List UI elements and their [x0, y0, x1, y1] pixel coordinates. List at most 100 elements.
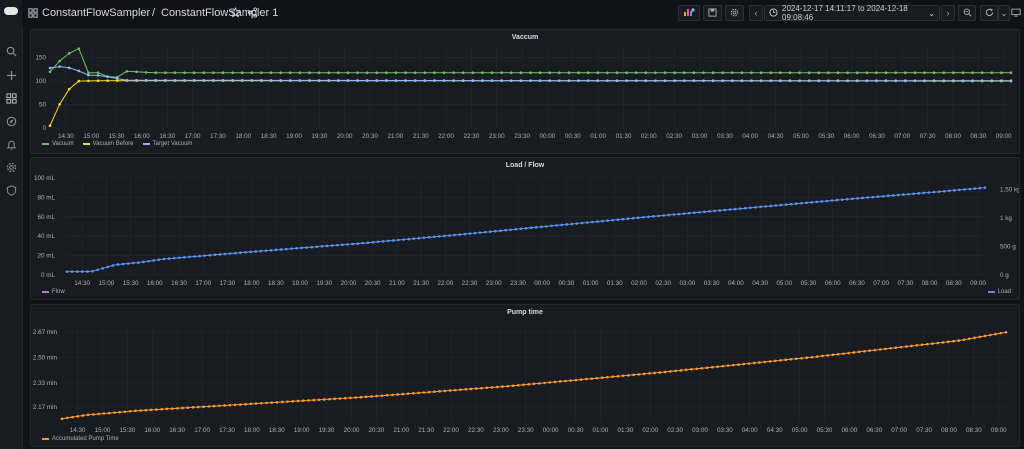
time-range-text: 2024-12-17 14:11:17 to 2024-12-18 09:08:… [782, 4, 908, 22]
vacuum-point [394, 71, 398, 75]
load-point [749, 206, 752, 210]
load-point [881, 194, 885, 198]
share-icon[interactable] [247, 7, 258, 21]
target-vacuum-point [663, 79, 667, 83]
load-flow-chart[interactable]: 0 mL 20 mL 40 mL 60 mL 80 mL 100 mL 0 g 500 g 1 … [31, 158, 1019, 299]
target-vacuum-point [673, 79, 676, 83]
refresh-interval-dropdown[interactable]: ⌄ [998, 5, 1010, 21]
dashboards-icon[interactable] [4, 91, 18, 105]
vacuum-point [509, 71, 513, 75]
load-point [744, 206, 747, 210]
load-point [529, 226, 533, 230]
accumulated-pump-time-point [480, 386, 483, 390]
vacuum-point [903, 71, 907, 75]
x-tick-label: 20:30 [365, 280, 381, 287]
load-point [856, 197, 859, 200]
search-icon[interactable] [4, 44, 18, 58]
load-point [504, 228, 507, 232]
target-vacuum-point [538, 79, 542, 82]
x-tick-label: 06:00 [825, 280, 841, 287]
load-point [631, 216, 635, 220]
x-tick-label: 17:30 [220, 280, 236, 287]
pump-time-panel[interactable]: Pump time 2.17 min 2.33 min 2.50 min 2.67 m… [30, 304, 1020, 447]
vacuum-panel[interactable]: Vaccum 0 50 100 150 14:30 15:00 15:30 16:00 16:3… [30, 29, 1020, 154]
load-point [376, 240, 380, 244]
legend-item-vacuum-before[interactable]: Vacuum Before [82, 141, 134, 147]
vacuum-before-point [48, 124, 52, 127]
target-vacuum-point [961, 79, 965, 83]
breadcrumb-dashboard[interactable]: ConstantFlowSampler 1 [161, 7, 279, 19]
target-vacuum-point [240, 79, 244, 82]
load-point [519, 227, 523, 231]
legend-item-accumulated-pump-time[interactable]: Accumulated Pump Time [42, 436, 119, 442]
x-tick-label: 20:00 [337, 133, 353, 140]
settings-button[interactable] [725, 5, 744, 21]
accumulated-pump-time-point [868, 349, 871, 352]
y-tick-label: 50 [39, 102, 47, 109]
pump-time-chart[interactable]: 2.17 min 2.33 min 2.50 min 2.67 min 14:30 15:… [31, 305, 1019, 446]
target-vacuum-point [231, 79, 234, 82]
accumulated-pump-time-point [443, 389, 447, 393]
target-vacuum-point [586, 79, 590, 82]
grafana-logo[interactable] [4, 7, 18, 15]
legend-item-flow[interactable]: Flow [42, 289, 65, 295]
vacuum-point [817, 71, 821, 75]
vacuum-point [567, 71, 571, 75]
x-tick-label: 15:30 [123, 280, 139, 287]
load-point [448, 234, 451, 237]
accumulated-pump-time-point [202, 405, 205, 409]
plus-icon[interactable] [4, 68, 18, 82]
vacuum-point [356, 71, 359, 75]
load-point [560, 223, 563, 227]
zoom-out-button[interactable] [958, 5, 976, 21]
time-back-button[interactable]: ‹ [749, 5, 763, 21]
vacuum-point [192, 71, 196, 75]
legend-item-load[interactable]: Load [987, 289, 1011, 295]
vacuum-point [884, 71, 888, 75]
target-vacuum-point [769, 79, 773, 83]
breadcrumb-folder[interactable]: ConstantFlowSampler [42, 7, 151, 19]
add-panel-button[interactable] [678, 5, 700, 21]
legend-item-target-vacuum[interactable]: Target Vacuum [142, 141, 192, 147]
explore-icon[interactable] [4, 114, 18, 128]
refresh-button[interactable] [980, 5, 998, 21]
vacuum-chart[interactable]: 0 50 100 150 14:30 15:00 15:30 16:00 16:30 17:00 1… [31, 30, 1019, 153]
bell-icon[interactable] [4, 137, 18, 151]
target-vacuum-point [317, 79, 321, 82]
x-tick-label: 01:00 [583, 280, 599, 287]
load-point [351, 242, 354, 246]
load-flow-panel[interactable]: Load / Flow 0 mL 20 mL 40 mL 60 mL 80 mL 100 … [30, 157, 1020, 300]
load-point [983, 186, 987, 189]
accumulated-pump-time-point [763, 360, 767, 364]
accumulated-pump-time-point [952, 339, 955, 343]
load-point [167, 257, 171, 260]
load-point [835, 198, 839, 202]
vacuum-before-point [106, 79, 109, 82]
load-point [387, 239, 390, 243]
panel-title: Pump time [507, 309, 543, 316]
accumulated-pump-time-point [71, 415, 74, 419]
time-forward-button[interactable]: › [941, 5, 955, 21]
vacuum-point [144, 71, 148, 74]
legend-item-vacuum[interactable]: Vacuum [42, 141, 74, 147]
x-tick-label: 15:30 [109, 133, 125, 140]
time-picker[interactable]: 2024-12-17 14:11:17 to 2024-12-18 09:08:… [764, 4, 940, 22]
save-button[interactable] [703, 5, 722, 21]
y-tick-label: 0 [42, 125, 46, 132]
dashboards-icon[interactable] [28, 8, 38, 21]
load-point [687, 211, 691, 215]
vacuum-point [606, 71, 609, 75]
load-point [973, 187, 977, 190]
shield-icon[interactable] [4, 183, 18, 197]
accumulated-pump-time-point [967, 337, 971, 341]
gear-icon[interactable] [4, 160, 18, 174]
star-icon[interactable] [229, 6, 242, 21]
target-vacuum-point [1000, 79, 1003, 83]
vacuum-point [327, 71, 330, 75]
target-vacuum-point [48, 66, 52, 70]
tv-mode-button[interactable] [1008, 5, 1024, 21]
accumulated-pump-time-point [716, 365, 719, 368]
x-tick-label: 01:00 [590, 133, 606, 140]
y-tick-label-left: 0 mL [41, 272, 55, 279]
vacuum-point [731, 71, 734, 75]
